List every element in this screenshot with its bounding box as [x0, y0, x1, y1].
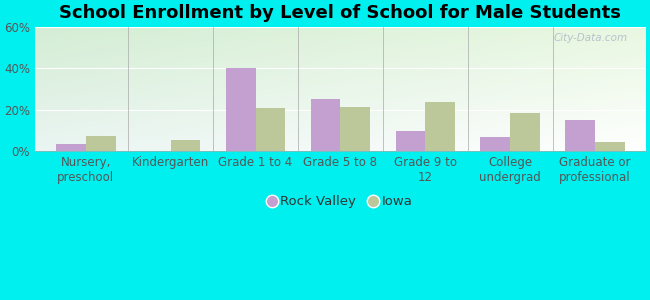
- Text: City-Data.com: City-Data.com: [553, 33, 627, 43]
- Bar: [396, 130, 425, 152]
- Bar: [86, 136, 116, 152]
- Legend: Rock Valley, Iowa: Rock Valley, Iowa: [263, 190, 417, 214]
- Bar: [57, 144, 86, 152]
- Bar: [425, 103, 455, 152]
- Bar: [341, 106, 370, 152]
- Bar: [255, 108, 285, 152]
- Bar: [171, 140, 200, 152]
- Bar: [226, 68, 255, 152]
- Bar: [480, 137, 510, 152]
- Bar: [311, 99, 341, 152]
- Bar: [510, 113, 540, 152]
- Bar: [595, 142, 625, 152]
- Title: School Enrollment by Level of School for Male Students: School Enrollment by Level of School for…: [60, 4, 621, 22]
- Bar: [566, 120, 595, 152]
